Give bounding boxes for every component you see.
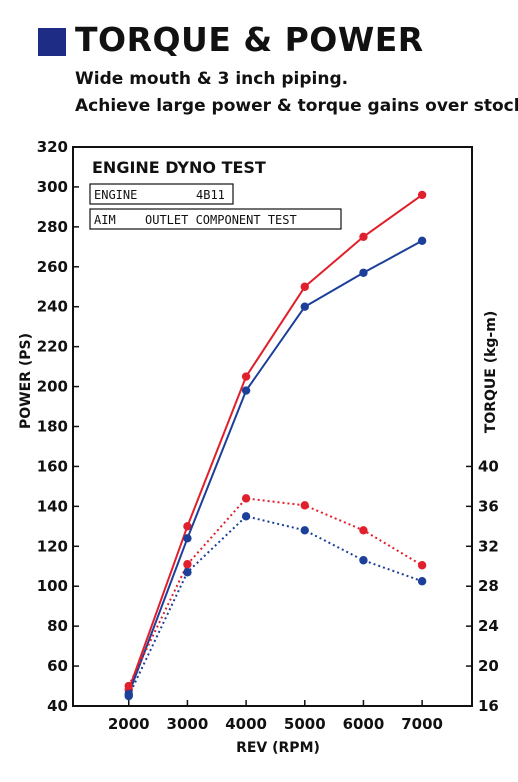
series-0-point xyxy=(241,372,251,381)
y-left-tick-label: 40 xyxy=(47,697,68,715)
y-left-tick-label: 180 xyxy=(37,418,68,436)
y-left-tick-label: 300 xyxy=(37,178,68,196)
aim-box xyxy=(89,208,342,230)
series-3-point xyxy=(124,691,133,701)
series-2-point xyxy=(359,526,368,535)
y-left-tick-label: 60 xyxy=(47,657,68,675)
y-right-tick-label: 16 xyxy=(478,697,499,715)
series-3-point xyxy=(183,568,192,577)
series-1-point xyxy=(359,268,368,277)
x-axis-label: REV (RPM) xyxy=(236,740,320,756)
engine-box-value: 4B11 xyxy=(196,188,225,202)
series-1-point xyxy=(183,534,192,543)
series-2-point xyxy=(300,501,309,510)
x-tick-label: 2000 xyxy=(108,715,150,733)
series-0-point xyxy=(359,232,368,242)
y-left-tick-label: 80 xyxy=(47,617,68,635)
y-right-tick-label: 28 xyxy=(478,577,499,595)
series-2-point xyxy=(124,681,133,691)
series-1-point xyxy=(241,386,251,395)
series-line-3 xyxy=(127,515,423,697)
subtitle-line-1: Wide mouth & 3 inch piping. xyxy=(75,69,349,89)
x-tick-label: 3000 xyxy=(167,715,209,733)
y-left-tick-label: 160 xyxy=(37,457,68,475)
y-right-tick-label: 36 xyxy=(478,497,499,515)
x-tick-label: 7000 xyxy=(401,715,443,733)
y-left-tick-label: 280 xyxy=(37,218,68,236)
y-right-tick-label: 32 xyxy=(478,537,499,555)
aim-box-label: AIM xyxy=(94,213,116,227)
series-1-point xyxy=(300,302,309,311)
series-3-point xyxy=(241,512,251,521)
header-square-icon xyxy=(38,28,66,56)
y-left-tick-label: 220 xyxy=(37,338,68,356)
y-left-tick-label: 100 xyxy=(37,577,68,595)
series-1-point xyxy=(417,236,427,246)
y-left-tick-label: 200 xyxy=(37,378,68,396)
y-left-tick-label: 140 xyxy=(37,497,68,515)
y-left-tick-label: 240 xyxy=(37,298,68,316)
y-left-tick-label: 260 xyxy=(37,258,68,276)
series-line-2 xyxy=(127,497,423,687)
x-tick-label: 4000 xyxy=(225,715,267,733)
series-3-point xyxy=(300,526,309,535)
y-left-tick-label: 320 xyxy=(37,138,68,156)
y-axis-left-label: POWER (PS) xyxy=(18,333,34,429)
y-right-tick-label: 40 xyxy=(478,457,499,475)
series-2-point xyxy=(417,561,427,570)
y-axis-right-label: TORQUE (kg-m) xyxy=(483,311,499,433)
x-tick-label: 6000 xyxy=(343,715,385,733)
series-3-point xyxy=(417,577,427,586)
series-line-0 xyxy=(127,194,423,691)
series-line-1 xyxy=(127,239,423,695)
series-3-point xyxy=(359,556,368,565)
y-right-tick-label: 20 xyxy=(478,657,499,675)
series-0-point xyxy=(300,282,309,291)
series-2-point xyxy=(241,494,251,503)
chart-title: ENGINE DYNO TEST xyxy=(92,158,266,177)
plot-frame xyxy=(72,146,473,707)
aim-box-value: OUTLET COMPONENT TEST xyxy=(145,213,297,227)
y-right-tick-label: 24 xyxy=(478,617,499,635)
engine-box-label: ENGINE xyxy=(94,188,137,202)
series-0-point xyxy=(183,522,192,531)
y-left-tick-label: 120 xyxy=(37,537,68,555)
series-0-point xyxy=(417,190,427,200)
engine-box xyxy=(89,183,234,205)
x-tick-label: 5000 xyxy=(284,715,326,733)
series-2-point xyxy=(183,560,192,569)
page-title: TORQUE & POWER xyxy=(75,20,424,59)
subtitle-line-2: Achieve large power & torque gains over … xyxy=(75,96,518,116)
